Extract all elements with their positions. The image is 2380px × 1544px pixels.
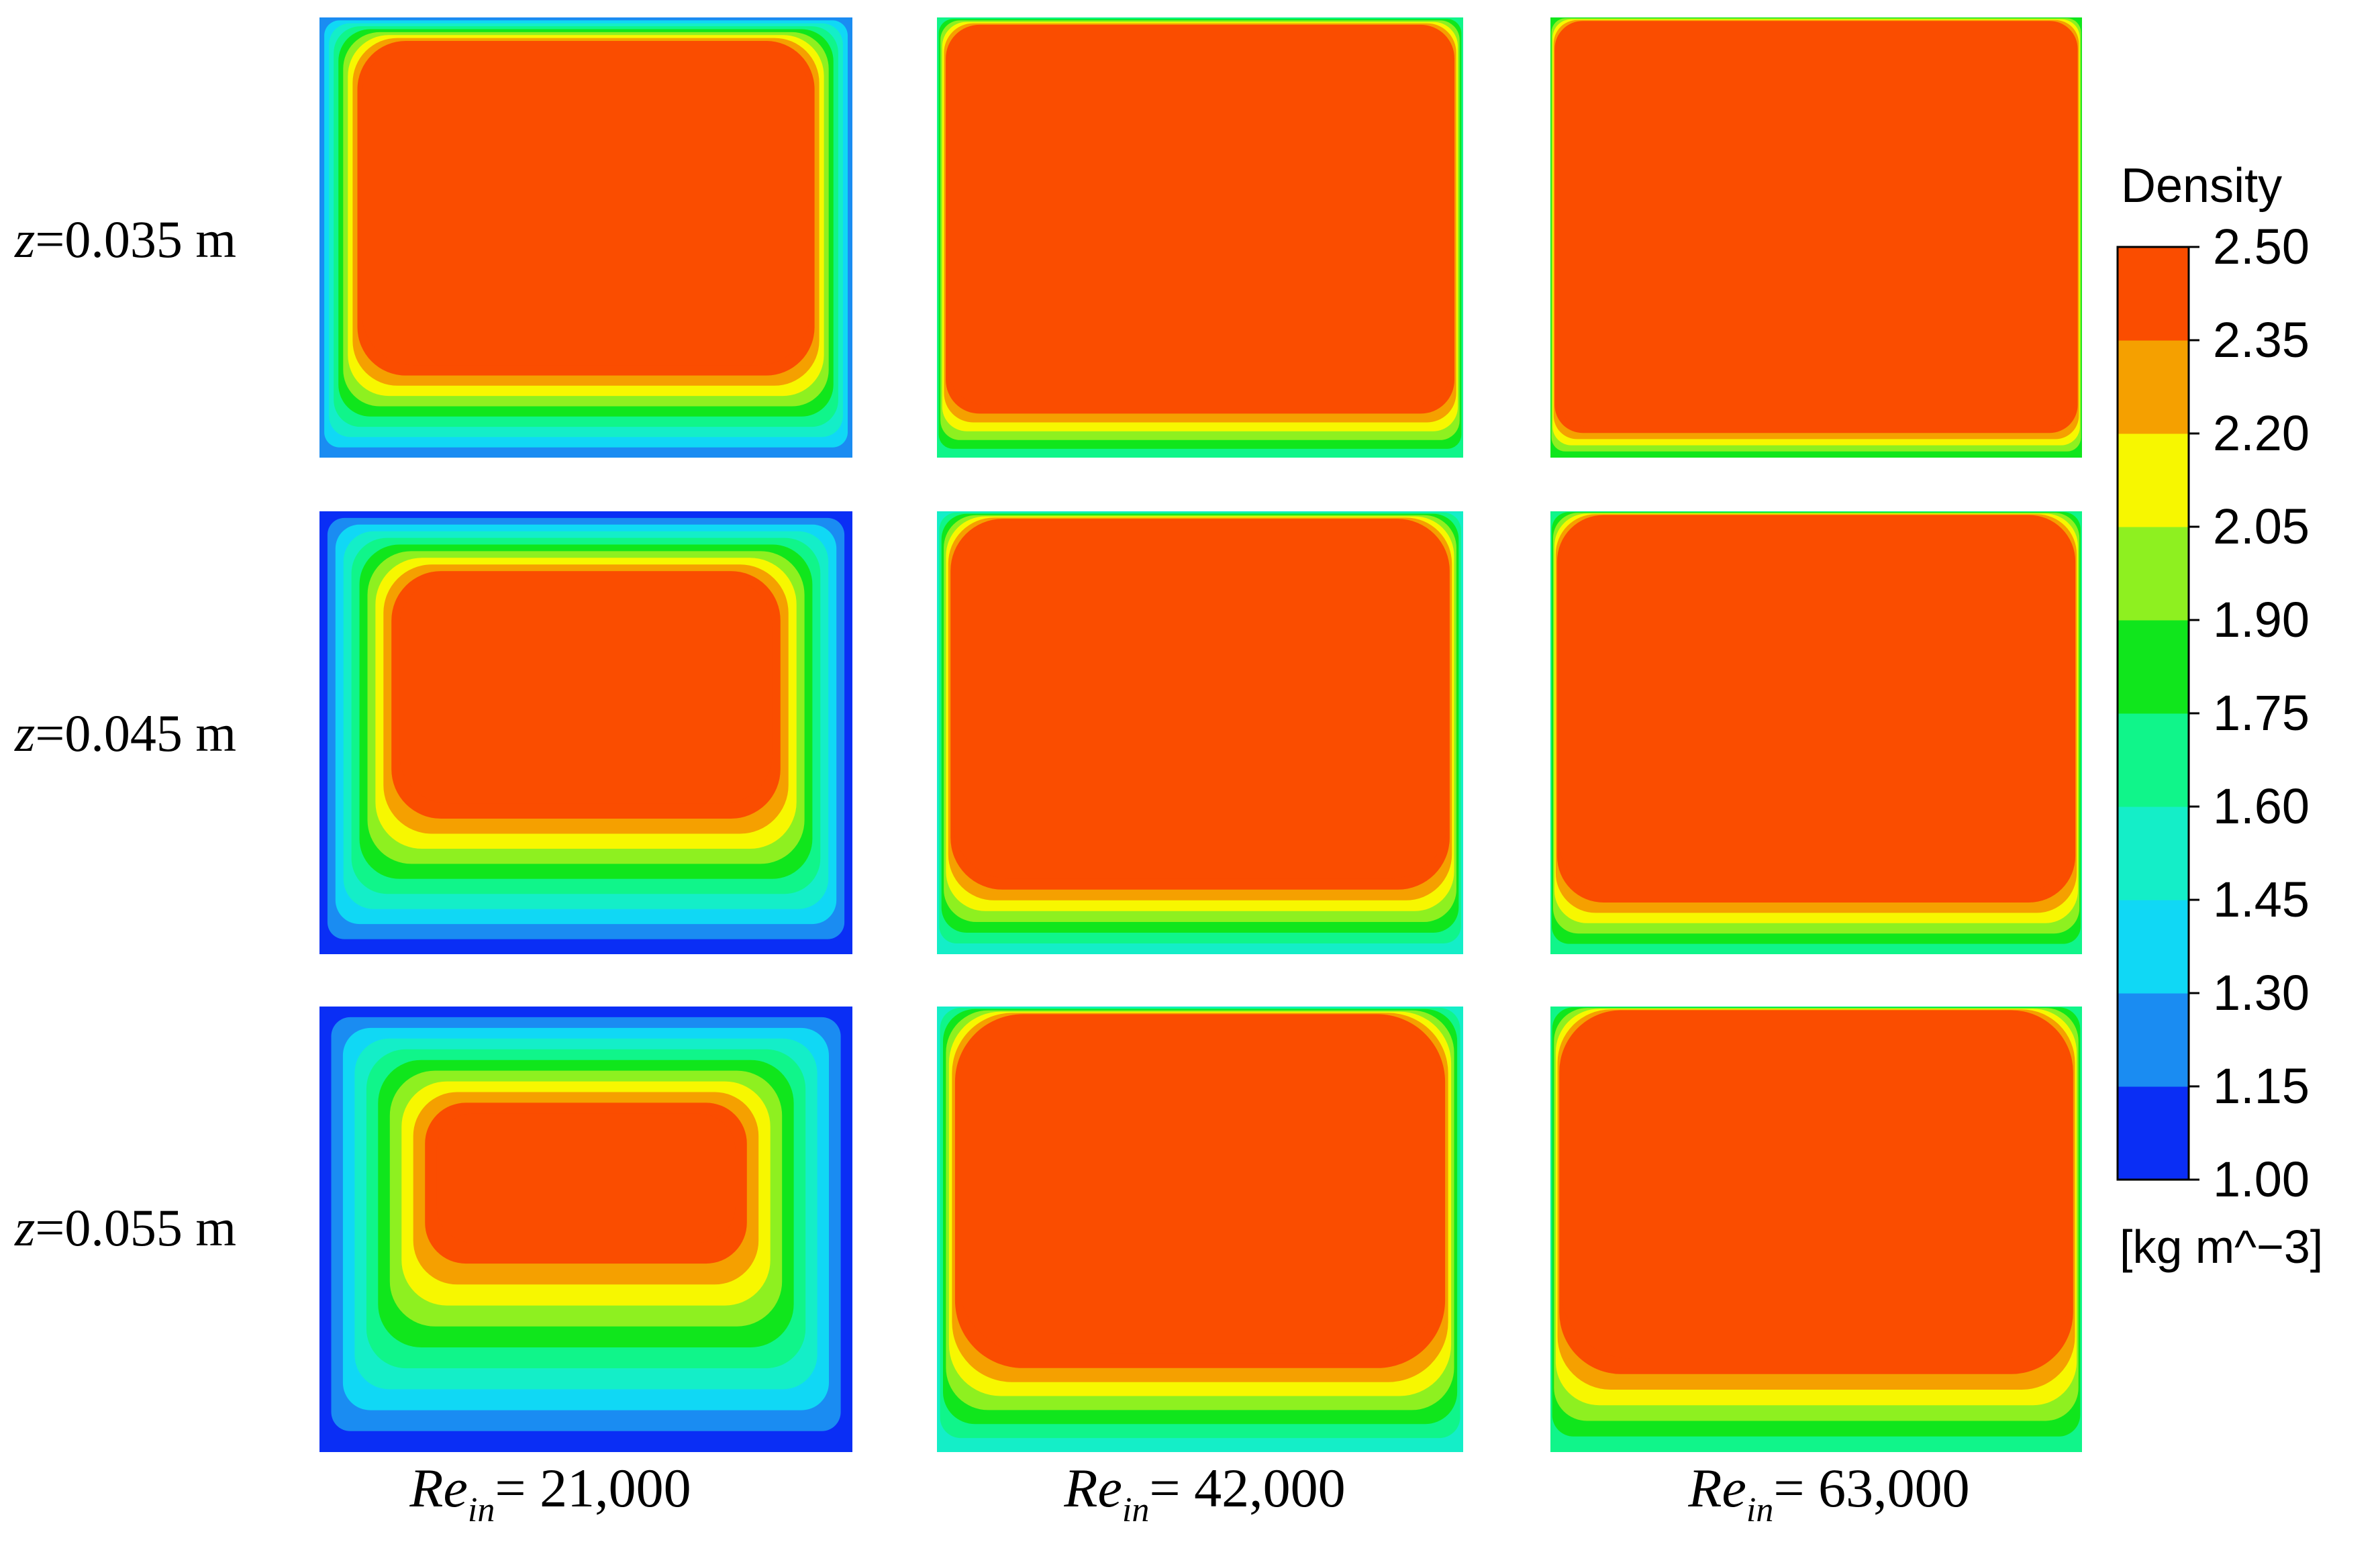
contour-band [1558,515,2075,892]
contour-panel [1550,511,2082,954]
col-label-subscript: in [1122,1491,1150,1529]
colorbar-band [2118,900,2189,994]
row-label-value: =0.035 m [35,210,237,268]
col-label-3: Rein= 63,000 [1607,1455,2050,1544]
colorbar-title: Density [2121,159,2283,213]
row-label-var: z [15,1198,36,1257]
colorbar-band [2118,433,2189,527]
col-label-value: = 63,000 [1773,1457,1970,1519]
col-label-subscript: in [1746,1491,1774,1529]
contour-panel [1550,17,2082,458]
colorbar-band [2118,807,2189,900]
colorbar-tick-label: 2.50 [2213,219,2310,274]
col-label-value: = 21,000 [495,1457,691,1519]
contour-panel [319,511,852,954]
colorbar-band [2118,620,2189,714]
row-label-1: z=0.035 m [15,209,236,270]
colorbar-band [2118,247,2189,341]
row-label-2: z=0.045 m [15,703,236,764]
col-label-subscript: in [467,1491,495,1529]
colorbar-tick-label: 1.45 [2213,872,2310,927]
contour-band [958,1015,1442,1354]
colorbar-tick-label: 1.30 [2213,965,2310,1021]
colorbar-tick-label: 2.05 [2213,499,2310,554]
colorbar-tick-label: 1.00 [2213,1151,2310,1207]
contour-band [1560,1011,2072,1359]
colorbar-tick-label: 1.60 [2213,778,2310,834]
col-label-symbol: Re [1064,1457,1122,1519]
colorbar-band [2118,340,2189,434]
colorbar-band [2118,527,2189,621]
row-label-var: z [15,210,36,268]
contour-band [362,44,810,366]
colorbar-tick-label: 2.20 [2213,405,2310,461]
col-label-symbol: Re [1688,1457,1746,1519]
contour-panel [319,1007,852,1452]
contour-band [947,26,1453,405]
contour-band [952,520,1448,879]
col-label-symbol: Re [409,1457,468,1519]
row-label-3: z=0.055 m [15,1198,236,1258]
contour-panel [937,1007,1463,1452]
colorbar-tick-label: 1.90 [2213,592,2310,648]
colorbar-tick-label: 1.75 [2213,685,2310,741]
contour-band [399,578,773,804]
colorbar-tick-label: 1.15 [2213,1058,2310,1114]
colorbar-tick-label: 2.35 [2213,312,2310,368]
colorbar-band [2118,1086,2189,1180]
contour-panel [1550,1007,2082,1452]
colorbar-unit: [kg m^−3] [2120,1221,2324,1273]
col-label-2: Rein= 42,000 [983,1455,1426,1544]
contour-panel [319,17,852,458]
col-label-value: = 42,000 [1149,1457,1346,1519]
contour-panel [937,17,1463,458]
contour-band [436,1113,736,1243]
colorbar-band [2118,713,2189,807]
row-label-value: =0.045 m [35,704,237,762]
col-label-1: Rein= 21,000 [329,1455,772,1544]
colorbar [2116,246,2199,1181]
contour-panel [937,511,1463,954]
colorbar-band [2118,993,2189,1087]
row-label-value: =0.055 m [35,1198,237,1257]
contour-band [1555,21,2077,427]
row-label-var: z [15,704,36,762]
